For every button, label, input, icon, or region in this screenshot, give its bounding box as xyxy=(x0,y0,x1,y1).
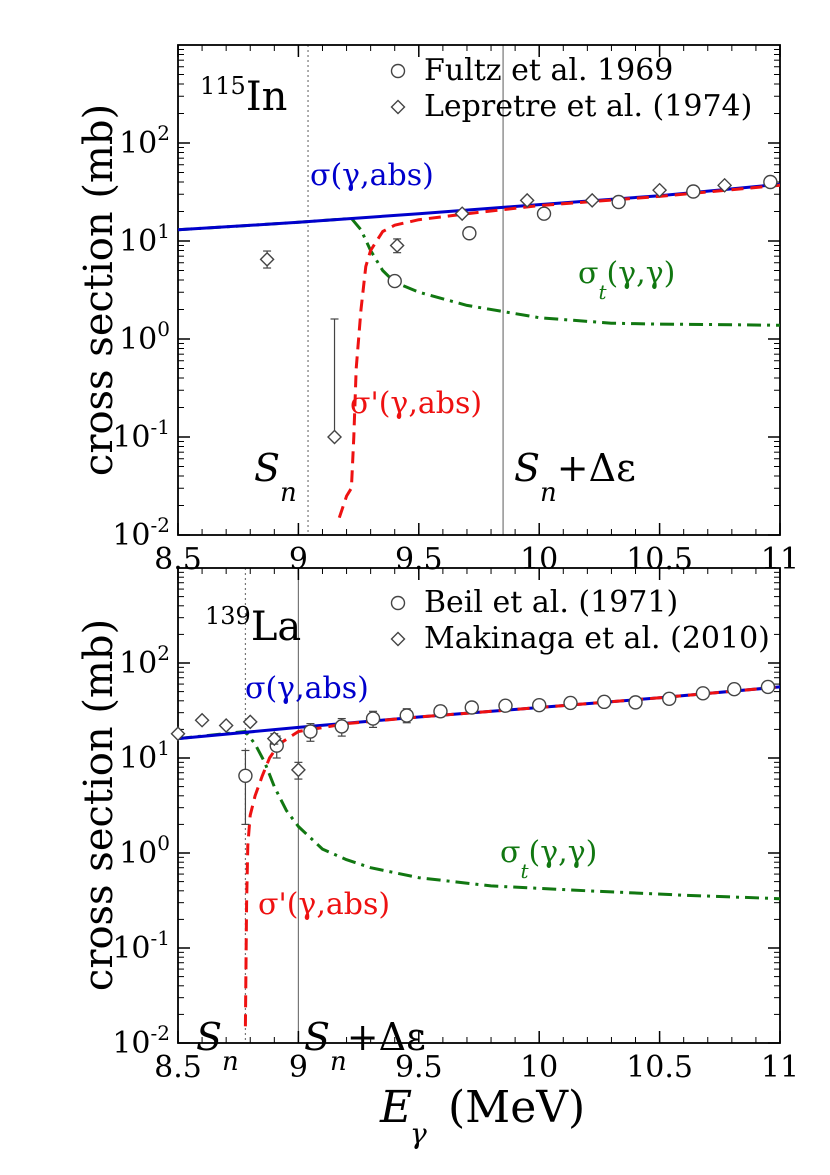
y-tick-label: 10-2 xyxy=(112,1021,170,1061)
circle-data-point xyxy=(303,724,318,739)
x-axis-title-units: (MeV) xyxy=(434,1082,585,1133)
x-axis-title-subscript: γ xyxy=(410,1117,427,1150)
diamond-data-point xyxy=(242,714,258,730)
circle-data-point xyxy=(628,695,643,710)
x-axis-title: E γ (MeV) xyxy=(379,1082,585,1150)
sn-delta-label: Sn+Δε xyxy=(514,446,636,508)
nucleus-label: 115In xyxy=(200,72,287,120)
circle-data-point xyxy=(536,206,552,221)
diamond-data-point xyxy=(454,206,470,222)
label-sigma-elastic: σt(γ,γ) xyxy=(500,835,597,883)
legend-entry-label: Fultz et al. 1969 xyxy=(424,53,673,88)
circle-data-point xyxy=(662,691,677,706)
y-tick-label: 100 xyxy=(119,831,170,871)
circle-data-point xyxy=(399,708,414,723)
series-abs-prime-line xyxy=(337,183,780,519)
circle-data-point xyxy=(563,695,578,711)
diamond-data-point xyxy=(218,717,234,733)
y-axis-title: cross section (mb) xyxy=(76,619,122,991)
series-abs-prime-line xyxy=(243,685,780,1027)
diamond-data-point xyxy=(259,251,275,267)
circle-data-point xyxy=(498,698,513,713)
x-tick-label: 9 xyxy=(289,1050,308,1085)
y-tick-label: 101 xyxy=(119,219,170,259)
y-tick-label: 102 xyxy=(119,641,170,681)
y-axis-title: cross section (mb) xyxy=(76,104,122,476)
sn-label: Sn xyxy=(254,446,297,508)
label-sigma-abs-prime: σ'(γ,abs) xyxy=(258,887,390,922)
circle-data-point xyxy=(760,679,776,695)
legend-circle-marker xyxy=(390,595,406,611)
diamond-data-point xyxy=(170,726,186,742)
circle-data-point xyxy=(462,226,477,241)
legend-entry-label: Lepretre et al. (1974) xyxy=(424,89,752,124)
plot-frame xyxy=(177,567,781,1044)
diamond-data-point xyxy=(266,731,282,747)
x-tick-label: 8.5 xyxy=(154,1050,202,1085)
y-tick-label: 102 xyxy=(119,121,170,161)
diamond-data-point xyxy=(194,712,210,728)
diamond-data-point xyxy=(389,237,405,253)
y-tick-label: 100 xyxy=(119,317,170,357)
x-axis-title-symbol: E xyxy=(379,1082,412,1133)
diamond-data-point xyxy=(652,182,668,198)
circle-data-point xyxy=(597,694,612,710)
diamond-data-point xyxy=(290,762,306,778)
legend-entry-label: Makinaga et al. (2010) xyxy=(424,621,770,656)
y-tick-label: 101 xyxy=(119,736,170,776)
circle-data-point xyxy=(464,700,479,715)
legend-diamond-marker xyxy=(390,99,406,115)
series-elastic-line xyxy=(178,730,780,901)
diamond-data-point xyxy=(519,192,535,208)
circle-data-point xyxy=(532,697,547,713)
circle-data-point xyxy=(238,768,253,783)
diamond-data-point xyxy=(327,429,343,445)
label-sigma-elastic: σt(γ,γ) xyxy=(578,256,675,304)
plot-frame xyxy=(177,44,781,536)
sn-delta-label: Sn+Δε xyxy=(304,1015,426,1077)
x-tick-label: 10.5 xyxy=(626,1050,693,1085)
circle-data-point xyxy=(695,686,711,701)
y-tick-label: 10-1 xyxy=(112,926,170,966)
label-sigma-abs: σ(γ,abs) xyxy=(245,671,369,706)
y-tick-label: 10-2 xyxy=(112,513,170,553)
legend-circle-marker xyxy=(390,63,406,79)
diamond-data-point xyxy=(584,192,600,208)
circle-data-point xyxy=(611,194,626,210)
legend-entry-label: Beil et al. (1971) xyxy=(424,585,678,620)
label-sigma-abs: σ(γ,abs) xyxy=(310,158,434,193)
label-sigma-abs-prime: σ'(γ,abs) xyxy=(350,386,482,421)
x-tick-label: 9.5 xyxy=(395,1050,443,1085)
circle-data-point xyxy=(433,704,448,719)
sn-label: Sn xyxy=(196,1015,239,1077)
legend-diamond-marker xyxy=(390,631,406,647)
circle-data-point xyxy=(334,719,349,734)
circle-data-point xyxy=(387,273,402,289)
diamond-data-point xyxy=(717,177,733,193)
y-tick-label: 10-1 xyxy=(112,415,170,455)
x-tick-label: 11 xyxy=(761,1050,799,1085)
circle-data-point xyxy=(365,711,381,726)
circle-data-point xyxy=(686,184,701,199)
nucleus-label: 139La xyxy=(205,602,301,650)
x-tick-label: 10 xyxy=(520,1050,558,1085)
series-elastic-line xyxy=(178,216,780,327)
circle-data-point xyxy=(763,174,778,190)
circle-data-point xyxy=(727,681,742,697)
